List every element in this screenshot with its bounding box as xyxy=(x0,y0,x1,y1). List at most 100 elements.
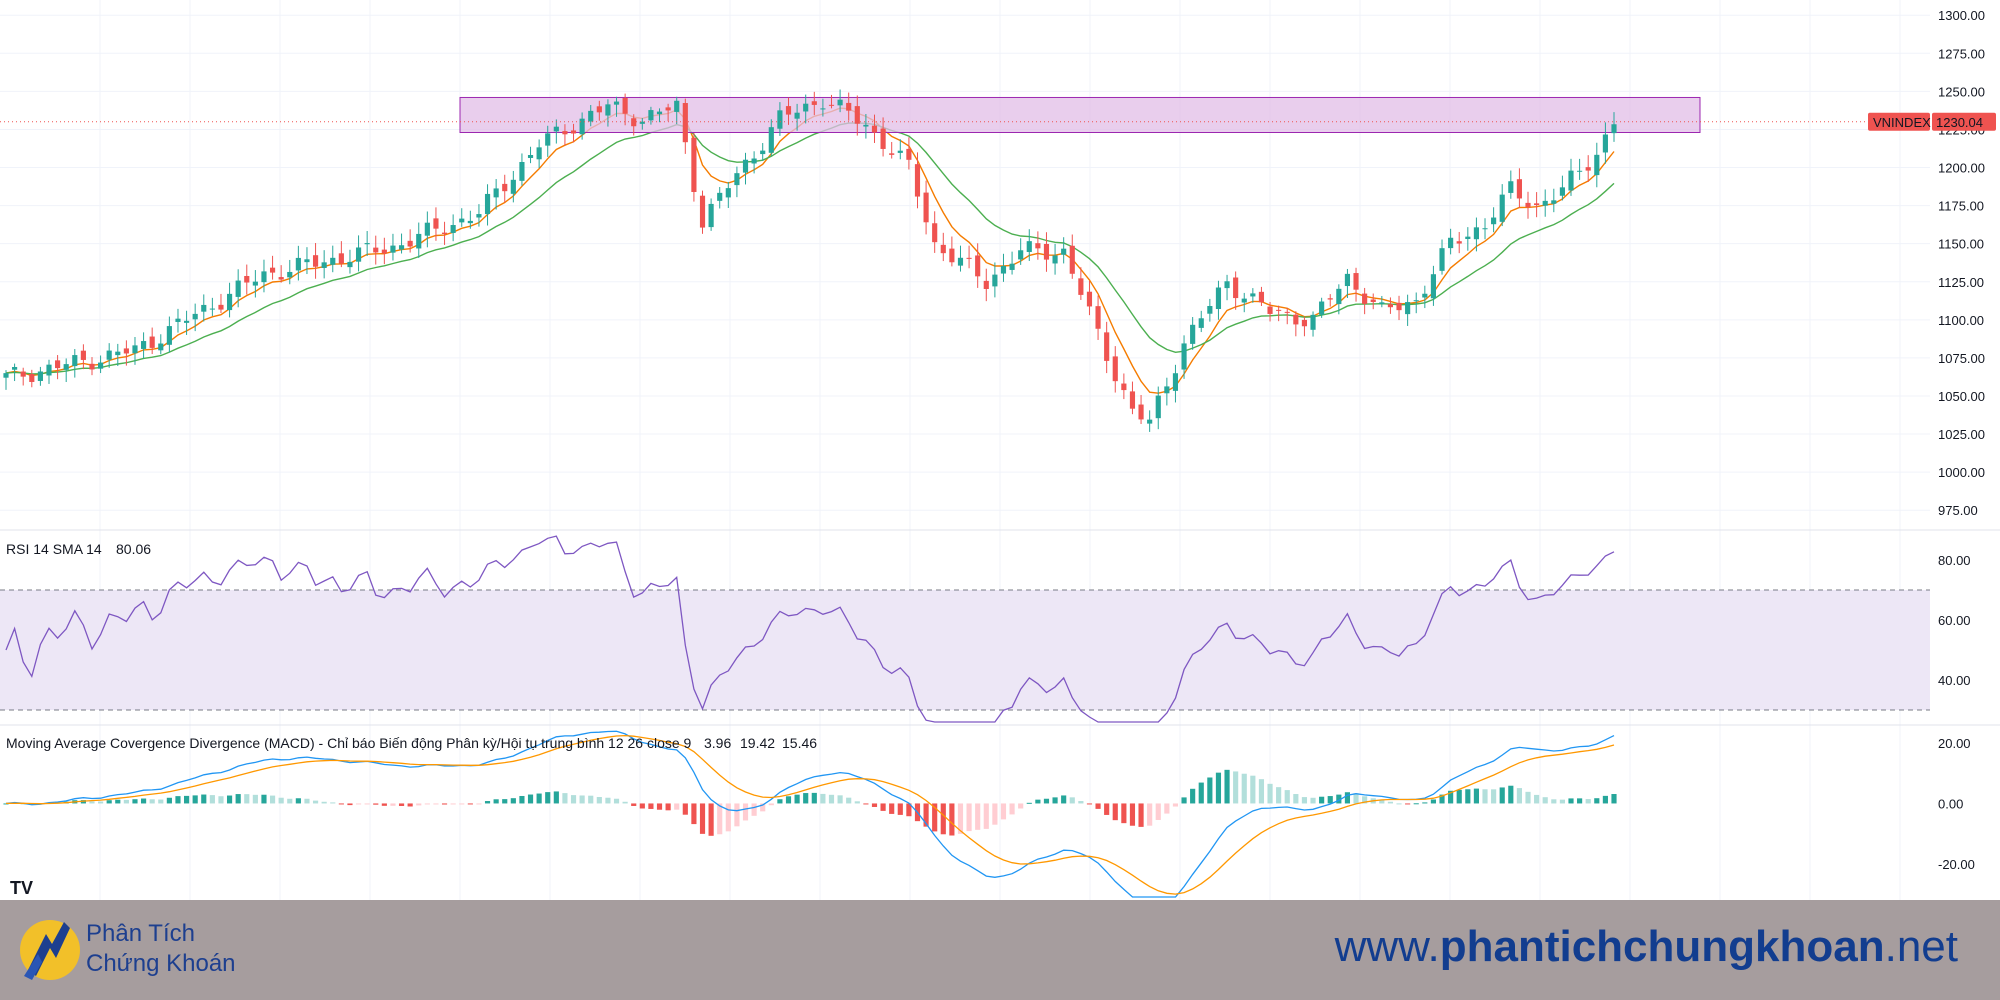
chart-canvas[interactable]: 1300.001275.001250.001225.001200.001175.… xyxy=(0,0,2000,900)
brand-logo-icon xyxy=(20,920,80,980)
candle-body xyxy=(510,179,516,194)
candle-body xyxy=(476,214,482,218)
candle-body xyxy=(1439,248,1445,271)
candle-body xyxy=(1551,200,1557,204)
candle-body xyxy=(381,249,387,254)
macd-histogram-bar xyxy=(906,803,912,817)
macd-histogram-bar xyxy=(1353,793,1359,804)
macd-histogram-bar xyxy=(811,792,817,804)
macd-histogram-bar xyxy=(1078,801,1084,804)
candle-body xyxy=(123,348,129,354)
candle-body xyxy=(975,255,981,277)
candle-body xyxy=(37,371,43,381)
macd-histogram-bar xyxy=(725,803,731,832)
macd-histogram-bar xyxy=(1413,803,1419,805)
candle-body xyxy=(1577,170,1583,172)
candle-body xyxy=(63,364,69,370)
macd-histogram-bar xyxy=(476,803,482,805)
candle-body xyxy=(1224,281,1230,289)
candle-body xyxy=(218,304,224,310)
candle-body xyxy=(287,271,293,278)
price-axis-tick: 1175.00 xyxy=(1938,199,1984,214)
candle-body xyxy=(1267,306,1273,314)
symbol-label: VNINDEX xyxy=(1873,115,1931,130)
last-price-badge xyxy=(1932,112,1996,131)
macd-histogram-bar xyxy=(553,791,559,804)
macd-histogram-bar xyxy=(975,803,981,830)
macd-histogram-bar xyxy=(699,803,706,834)
macd-axis-tick: -20.00 xyxy=(1938,857,1975,872)
macd-histogram-bar xyxy=(347,803,353,806)
candle-body xyxy=(1559,187,1565,196)
macd-histogram-bar xyxy=(674,803,680,810)
candle-body xyxy=(1379,302,1385,304)
candle-body xyxy=(527,154,534,158)
tradingview-logo[interactable]: TV xyxy=(10,878,34,898)
candle-body xyxy=(1198,318,1204,328)
macd-signal-value: 15.46 xyxy=(782,735,817,751)
macd-histogram-bar xyxy=(1344,792,1351,804)
candle-body xyxy=(1568,170,1574,191)
macd-histogram-bar xyxy=(1061,795,1067,804)
macd-histogram-bar xyxy=(1009,803,1015,815)
macd-title: Moving Average Covergence Divergence (MA… xyxy=(6,735,692,751)
macd-histogram-bar xyxy=(1499,787,1505,804)
candle-body xyxy=(226,293,233,311)
macd-histogram-bar xyxy=(1551,799,1557,804)
candle-body xyxy=(1327,298,1333,300)
macd-histogram-bar xyxy=(889,803,895,814)
candle-body xyxy=(553,126,559,132)
candle-body xyxy=(72,355,78,367)
macd-histogram-bar xyxy=(932,803,938,832)
candle-body xyxy=(914,164,921,197)
macd-histogram-bar xyxy=(321,801,327,804)
macd-histogram-bar xyxy=(1327,796,1333,804)
macd-histogram-bar xyxy=(338,803,344,805)
candle-body xyxy=(1301,319,1308,327)
candle-body xyxy=(1396,302,1402,311)
candle-body xyxy=(1121,383,1127,391)
candle-body xyxy=(1061,248,1067,255)
candle-body xyxy=(691,137,697,192)
macd-histogram-bar xyxy=(1224,769,1230,804)
macd-histogram-bar xyxy=(1112,803,1118,821)
candle-body xyxy=(1362,293,1368,304)
macd-histogram-bar xyxy=(493,799,499,804)
website-domain: phantichchungkhoan xyxy=(1439,922,1885,971)
price-axis-tick: 1275.00 xyxy=(1938,46,1985,61)
macd-histogram-bar xyxy=(648,803,654,809)
price-axis-tick: 1250.00 xyxy=(1938,84,1985,99)
macd-histogram-bar xyxy=(484,801,491,804)
candle-body xyxy=(364,243,370,245)
candle-body xyxy=(1095,306,1101,329)
candle-body xyxy=(312,255,319,267)
macd-histogram-bar xyxy=(639,803,645,809)
macd-histogram-bar xyxy=(433,803,439,805)
price-axis-tick: 1150.00 xyxy=(1938,237,1984,252)
macd-histogram-bar xyxy=(854,801,860,804)
macd-histogram-bar xyxy=(846,797,852,804)
macd-histogram-bar xyxy=(536,793,542,804)
macd-histogram-bar xyxy=(992,803,998,825)
macd-histogram-bar xyxy=(1396,803,1402,805)
candle-body xyxy=(244,275,250,283)
candle-body xyxy=(880,128,886,149)
candle-body xyxy=(588,110,594,122)
candle-body xyxy=(1405,302,1411,315)
candle-body xyxy=(897,150,903,153)
symbol-badge xyxy=(1868,112,1930,131)
candle-body xyxy=(1138,404,1144,420)
price-axis-tick: 1075.00 xyxy=(1938,351,1985,366)
website-url[interactable]: www.phantichchungkhoan.net xyxy=(1335,922,1958,972)
candle-body xyxy=(639,121,645,124)
candle-body xyxy=(209,308,215,310)
macd-histogram-bar xyxy=(424,803,430,805)
candle-body xyxy=(631,118,637,127)
candle-body xyxy=(1456,241,1462,244)
candle-body xyxy=(932,223,938,243)
macd-histogram-bar xyxy=(820,793,826,804)
candle-body xyxy=(1250,293,1256,297)
price-axis-tick: 1100.00 xyxy=(1938,313,1984,328)
macd-histogram-bar xyxy=(1465,789,1471,804)
candle-body xyxy=(141,341,147,349)
